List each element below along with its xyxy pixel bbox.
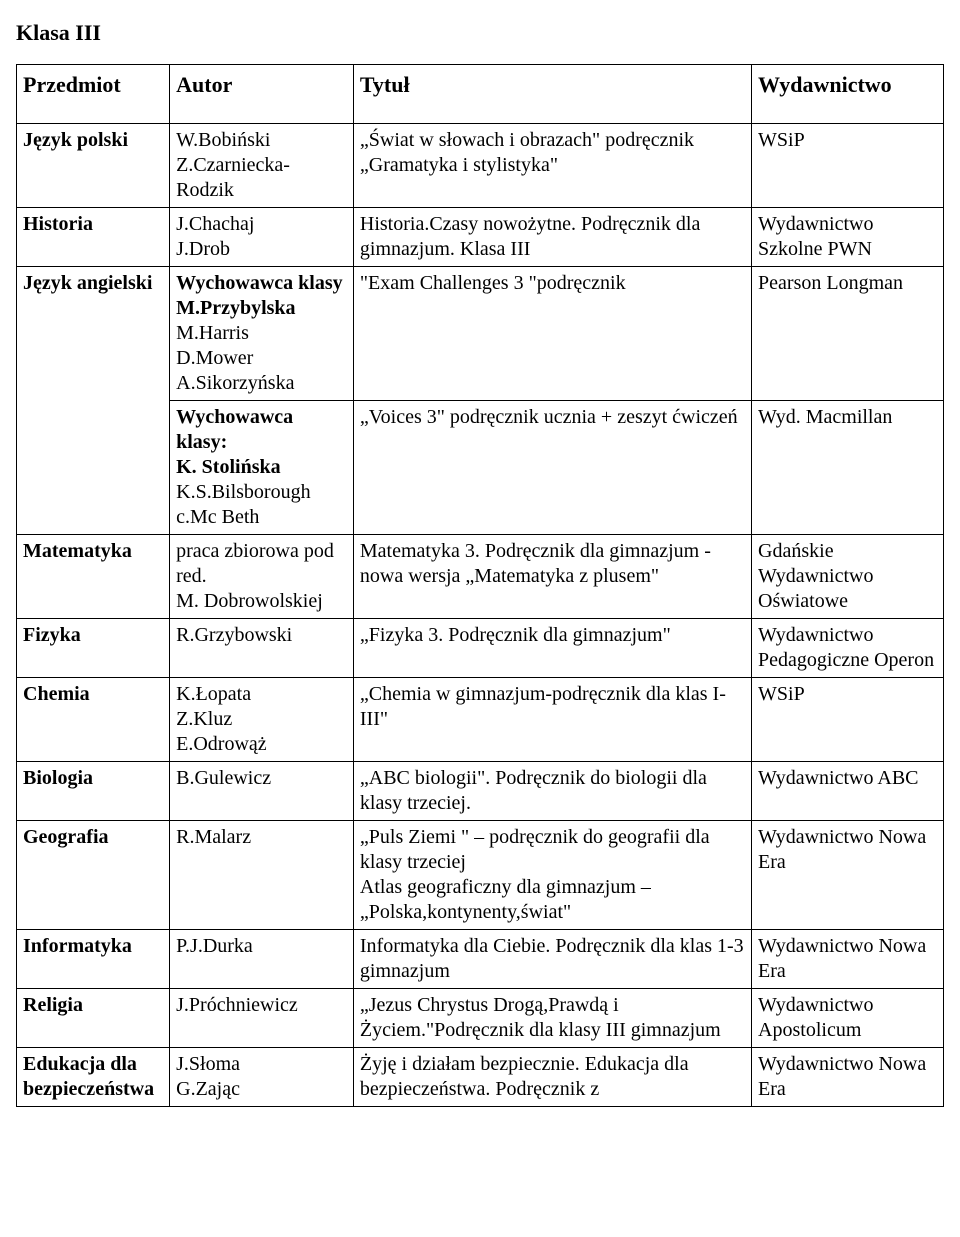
table-row: Język angielski Wychowawca klasyM.Przyby… xyxy=(17,266,944,400)
cell-subject: Chemia xyxy=(17,677,170,761)
table-header-row: Przedmiot Autor Tytuł Wydawnictwo xyxy=(17,65,944,124)
cell-subject: Religia xyxy=(17,988,170,1047)
cell-subject: Geografia xyxy=(17,820,170,929)
cell-subject: Matematyka xyxy=(17,534,170,618)
cell-author: J.SłomaG.Zając xyxy=(170,1047,354,1106)
cell-title: „Jezus Chrystus Drogą,Prawdą i Życiem."P… xyxy=(353,988,751,1047)
table-row: Język polski W.BobińskiZ.Czarniecka-Rodz… xyxy=(17,123,944,207)
table-row: Matematyka praca zbiorowa pod red.M. Dob… xyxy=(17,534,944,618)
table-row: Fizyka R.Grzybowski „Fizyka 3. Podręczni… xyxy=(17,618,944,677)
cell-title: Historia.Czasy nowożytne. Podręcznik dla… xyxy=(353,207,751,266)
cell-publisher: Wydawnictwo Szkolne PWN xyxy=(752,207,944,266)
cell-author: K.ŁopataZ.KluzE.Odrowąż xyxy=(170,677,354,761)
cell-publisher: Pearson Longman xyxy=(752,266,944,400)
cell-title: „Voices 3" podręcznik ucznia + zeszyt ćw… xyxy=(353,400,751,534)
cell-author: P.J.Durka xyxy=(170,929,354,988)
cell-subject: Historia xyxy=(17,207,170,266)
cell-title: „Puls Ziemi " – podręcznik do geografii … xyxy=(353,820,751,929)
cell-subject: Język angielski xyxy=(17,266,170,534)
cell-title: Matematyka 3. Podręcznik dla gimnazjum -… xyxy=(353,534,751,618)
col-subject: Przedmiot xyxy=(17,65,170,124)
col-title: Tytuł xyxy=(353,65,751,124)
cell-title: Żyję i działam bezpiecznie. Edukacja dla… xyxy=(353,1047,751,1106)
cell-author: W.BobińskiZ.Czarniecka-Rodzik xyxy=(170,123,354,207)
cell-author: J.Próchniewicz xyxy=(170,988,354,1047)
cell-title: „ABC biologii". Podręcznik do biologii d… xyxy=(353,761,751,820)
table-row: Edukacja dla bezpieczeństwa J.SłomaG.Zaj… xyxy=(17,1047,944,1106)
cell-author: R.Malarz xyxy=(170,820,354,929)
cell-publisher: Gdańskie Wydawnictwo Oświatowe xyxy=(752,534,944,618)
cell-publisher: Wydawnictwo Nowa Era xyxy=(752,929,944,988)
table-row: Religia J.Próchniewicz „Jezus Chrystus D… xyxy=(17,988,944,1047)
cell-publisher: Wydawnictwo ABC xyxy=(752,761,944,820)
cell-publisher: WSiP xyxy=(752,677,944,761)
cell-title: „Świat w słowach i obrazach" podręcznik„… xyxy=(353,123,751,207)
cell-publisher: Wydawnictwo Pedagogiczne Operon xyxy=(752,618,944,677)
cell-author: B.Gulewicz xyxy=(170,761,354,820)
cell-author: Wychowawca klasy:K. Stolińska K.S.Bilsbo… xyxy=(170,400,354,534)
cell-publisher: Wydawnictwo Apostolicum xyxy=(752,988,944,1047)
cell-author: praca zbiorowa pod red.M. Dobrowolskiej xyxy=(170,534,354,618)
textbook-table: Przedmiot Autor Tytuł Wydawnictwo Język … xyxy=(16,64,944,1107)
page-title: Klasa III xyxy=(16,20,944,46)
cell-title: „Chemia w gimnazjum-podręcznik dla klas … xyxy=(353,677,751,761)
table-row: Chemia K.ŁopataZ.KluzE.Odrowąż „Chemia w… xyxy=(17,677,944,761)
cell-subject: Edukacja dla bezpieczeństwa xyxy=(17,1047,170,1106)
cell-author: R.Grzybowski xyxy=(170,618,354,677)
cell-subject: Fizyka xyxy=(17,618,170,677)
cell-title: "Exam Challenges 3 "podręcznik xyxy=(353,266,751,400)
cell-subject: Język polski xyxy=(17,123,170,207)
table-row: Biologia B.Gulewicz „ABC biologii". Podr… xyxy=(17,761,944,820)
table-row: Informatyka P.J.Durka Informatyka dla Ci… xyxy=(17,929,944,988)
cell-title: Informatyka dla Ciebie. Podręcznik dla k… xyxy=(353,929,751,988)
cell-subject: Biologia xyxy=(17,761,170,820)
cell-publisher: Wydawnictwo Nowa Era xyxy=(752,1047,944,1106)
cell-author: J.ChachajJ.Drob xyxy=(170,207,354,266)
cell-subject: Informatyka xyxy=(17,929,170,988)
cell-publisher: WSiP xyxy=(752,123,944,207)
cell-publisher: Wyd. Macmillan xyxy=(752,400,944,534)
col-publisher: Wydawnictwo xyxy=(752,65,944,124)
table-body: Język polski W.BobińskiZ.Czarniecka-Rodz… xyxy=(17,123,944,1106)
col-author: Autor xyxy=(170,65,354,124)
cell-title: „Fizyka 3. Podręcznik dla gimnazjum" xyxy=(353,618,751,677)
table-row: Geografia R.Malarz „Puls Ziemi " – podrę… xyxy=(17,820,944,929)
table-row: Historia J.ChachajJ.Drob Historia.Czasy … xyxy=(17,207,944,266)
cell-author: Wychowawca klasyM.Przybylska M.HarrisD.M… xyxy=(170,266,354,400)
cell-publisher: Wydawnictwo Nowa Era xyxy=(752,820,944,929)
